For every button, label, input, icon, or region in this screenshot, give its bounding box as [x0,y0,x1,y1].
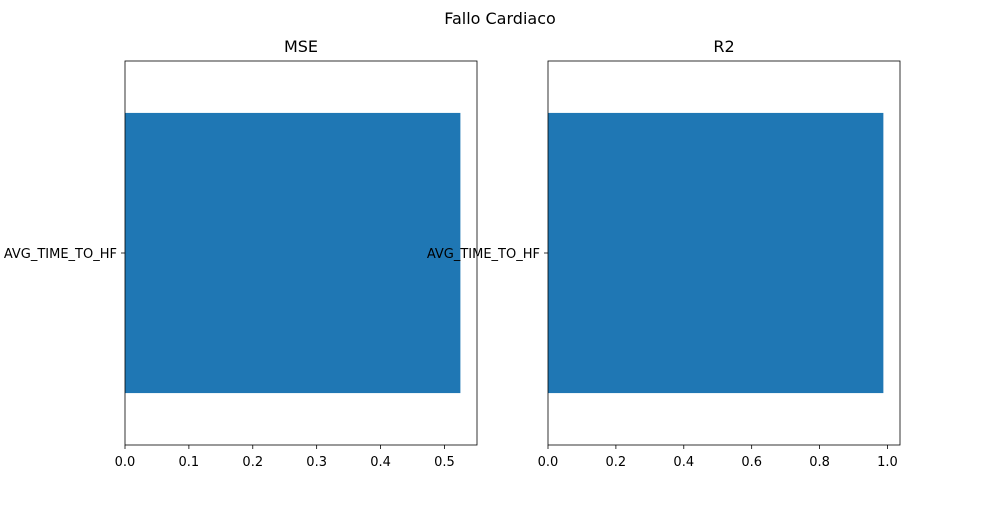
mse-xtick-label-1: 0.1 [179,455,200,470]
r2-bar-0 [548,112,884,394]
r2-title: R2 [713,37,734,56]
mse-axes-frame [124,60,478,446]
r2-ytick-label-0: AVG_TIME_TO_HF [427,247,540,262]
r2-xtick-label-5: 1.0 [877,455,898,470]
mse-ytick-label-0: AVG_TIME_TO_HF [4,247,117,262]
r2-axes-frame [547,60,901,446]
r2-xtick-label-1: 0.2 [606,455,627,470]
mse-xtick-label-5: 0.5 [434,455,455,470]
r2-xtick-label-4: 0.8 [809,455,830,470]
r2-xtick-label-2: 0.4 [673,455,694,470]
r2-subplot: AVG_TIME_TO_HF 0.0 0.2 0.4 0.6 0.8 1.0 R2 [427,37,901,470]
mse-xtick-label-2: 0.2 [242,455,263,470]
mse-xtick-label-0: 0.0 [115,455,136,470]
mse-bar-0 [125,112,461,394]
mse-xtick-label-3: 0.3 [306,455,327,470]
mse-title: MSE [284,37,318,56]
figure-title: Fallo Cardiaco [444,9,556,28]
r2-xtick-label-0: 0.0 [538,455,559,470]
r2-xtick-label-3: 0.6 [741,455,762,470]
mse-xtick-label-4: 0.4 [370,455,391,470]
mse-subplot: AVG_TIME_TO_HF 0.0 0.1 0.2 0.3 0.4 0.5 MSE [4,37,478,470]
